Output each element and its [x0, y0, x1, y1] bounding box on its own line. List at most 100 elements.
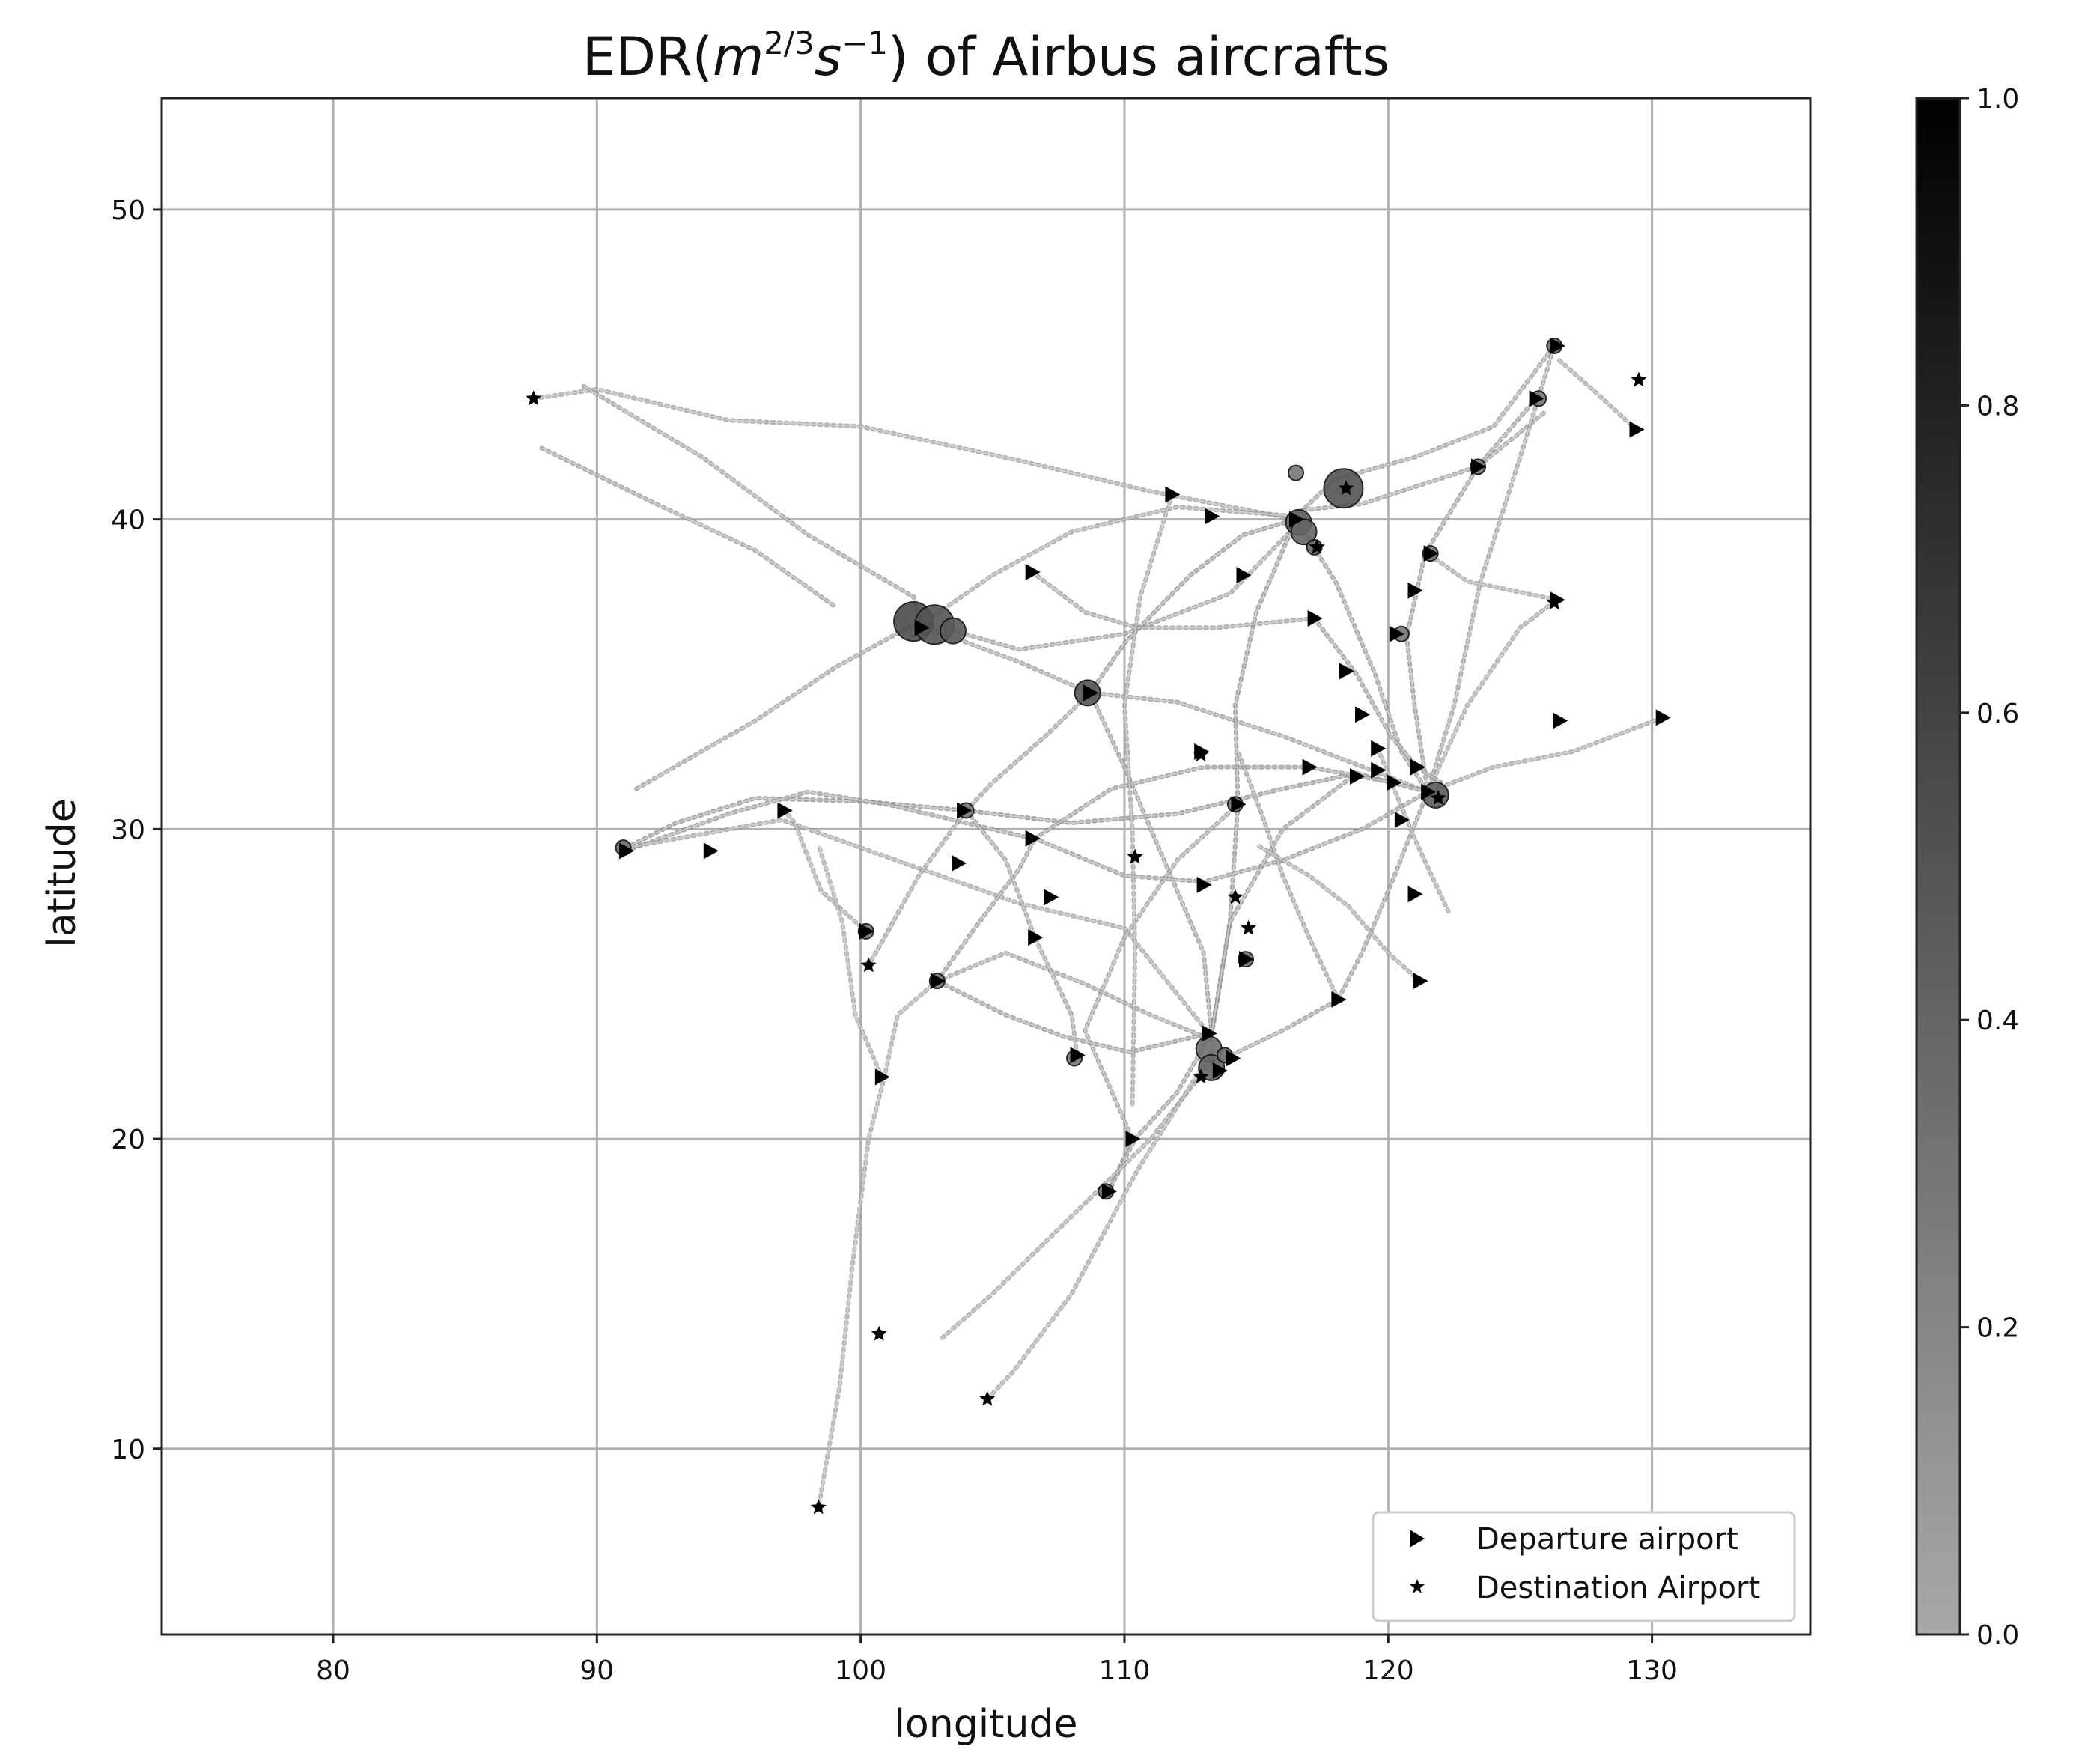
- colorbar-tick-label: 1.0: [1976, 84, 2019, 115]
- departure-airport-marker: [1165, 486, 1181, 503]
- departure-airport-marker: [874, 1068, 890, 1086]
- plot-frame: [160, 97, 1812, 1636]
- departure-airport-marker: [1355, 706, 1371, 723]
- colorbar: 0.0 0.2 0.4 0.6 0.8 1.0: [1915, 84, 2019, 1651]
- y-tick-label: 20: [111, 1125, 145, 1155]
- colorbar-tick-label: 0.2: [1976, 1313, 2019, 1344]
- flight-track-trace: [1123, 494, 1173, 1108]
- flight-track-trace: [937, 952, 1212, 1041]
- departure-airport-marker: [1629, 421, 1645, 438]
- departure-airport-marker: [1471, 458, 1487, 475]
- x-tick-label: 130: [1626, 1655, 1678, 1686]
- departure-airport-marker: [930, 973, 946, 990]
- flight-tracks: [531, 344, 1665, 1510]
- flight-track-trace: [1295, 345, 1555, 517]
- x-tick-label: 80: [316, 1655, 350, 1686]
- flight-track-trace: [1295, 519, 1428, 793]
- colorbar-fill: [1915, 97, 1961, 1636]
- departure-airport-marker: [1421, 783, 1437, 800]
- x-axis-label: longitude: [894, 1702, 1077, 1747]
- departure-airport-marker: [1423, 545, 1439, 562]
- departure-airport-marker: [1288, 511, 1304, 528]
- colorbar-tick-label: 0.0: [1976, 1620, 2019, 1651]
- title-exp1: 2/3: [764, 25, 815, 61]
- edr-cluster: [1290, 518, 1318, 546]
- edr-cluster: [1287, 464, 1304, 481]
- flight-track-trace: [937, 980, 1209, 1053]
- departure-airport-marker: [1407, 582, 1423, 599]
- departure-airport-marker: [703, 842, 719, 860]
- departure-airport-marker: [1025, 563, 1041, 580]
- legend-destination-label: Destination Airport: [1476, 1571, 1760, 1605]
- flight-track-trace: [987, 1051, 1213, 1400]
- y-tick-label: 50: [111, 195, 145, 226]
- departure-airport-marker: [1101, 1183, 1117, 1200]
- flight-track-trace: [868, 809, 967, 966]
- departure-airport-marker: [1302, 758, 1318, 776]
- flight-track-trace: [818, 980, 938, 1508]
- chart-title: EDR(m2/3s−1) of Airbus aircrafts: [582, 25, 1390, 88]
- flight-track-trace: [1427, 599, 1558, 793]
- y-tick-label: 10: [111, 1435, 145, 1465]
- flight-track-trace: [533, 388, 1297, 520]
- legend-box: [1372, 1511, 1796, 1622]
- departure-airport-marker: [1655, 709, 1671, 726]
- flight-track-trace: [818, 844, 883, 1077]
- flight-track-trace: [1427, 717, 1664, 793]
- flight-track-trace: [783, 809, 867, 932]
- title-m: m: [713, 26, 764, 88]
- airport-markers: [526, 337, 1671, 1515]
- departure-airport-marker: [1350, 768, 1366, 785]
- flight-track-trace: [1313, 618, 1442, 784]
- flight-track-trace: [936, 838, 1036, 982]
- x-tick-label: 110: [1099, 1655, 1151, 1686]
- flight-track-trace: [1034, 791, 1428, 883]
- legend-departure-marker: [1410, 1530, 1425, 1548]
- departure-airport-marker: [914, 619, 930, 636]
- flight-track-trace: [1237, 751, 1339, 1000]
- x-tick-label: 90: [579, 1655, 614, 1686]
- destination-airport-marker: [1227, 889, 1244, 904]
- flight-track-trace: [926, 627, 1428, 793]
- departure-airport-marker: [1070, 1047, 1086, 1064]
- flight-track-trace: [1211, 773, 1357, 1034]
- flight-track-trace: [1303, 410, 1547, 511]
- departure-airport-marker: [952, 854, 967, 872]
- departure-airport-marker: [1025, 830, 1041, 847]
- departure-airport-marker: [1550, 337, 1565, 354]
- departure-airport-marker: [1529, 390, 1544, 407]
- title-prefix: EDR(: [582, 26, 713, 88]
- edr-cluster: [939, 617, 967, 645]
- destination-airport-marker: [979, 1390, 996, 1406]
- y-tick-label: 30: [111, 815, 145, 845]
- destination-airport-marker: [1338, 480, 1354, 496]
- destination-airport-marker: [1193, 746, 1209, 761]
- legend: Departure airport Destination Airport: [1372, 1511, 1796, 1622]
- flight-track-trace: [625, 797, 967, 849]
- flight-track-trace: [1556, 357, 1637, 431]
- flight-track-trace: [921, 506, 1297, 626]
- destination-airport-marker: [860, 957, 877, 973]
- flight-track-trace: [1255, 844, 1421, 982]
- flight-track-trace: [636, 624, 914, 790]
- departure-airport-marker: [1044, 889, 1059, 906]
- departure-airport-marker: [1331, 991, 1347, 1008]
- departure-airport-marker: [1394, 811, 1410, 828]
- departure-airport-marker: [1389, 625, 1404, 642]
- flight-track-trace: [625, 818, 1210, 1035]
- legend-destination-marker: [1410, 1579, 1425, 1593]
- flight-track-trace: [1405, 398, 1537, 792]
- title-s: s: [815, 26, 841, 88]
- x-tick-label: 100: [835, 1655, 886, 1686]
- departure-airport-marker: [1196, 876, 1212, 893]
- departure-airport-marker: [1553, 712, 1568, 729]
- departure-airport-marker: [1371, 761, 1387, 779]
- departure-airport-marker: [777, 802, 793, 819]
- colorbar-tick-label: 0.4: [1976, 1006, 2019, 1036]
- flight-track-trace: [1427, 553, 1558, 601]
- departure-airport-marker: [1339, 663, 1354, 680]
- departure-airport-marker: [1413, 973, 1428, 990]
- destination-airport-marker: [1193, 1068, 1209, 1084]
- y-axis-label: latitude: [40, 798, 85, 948]
